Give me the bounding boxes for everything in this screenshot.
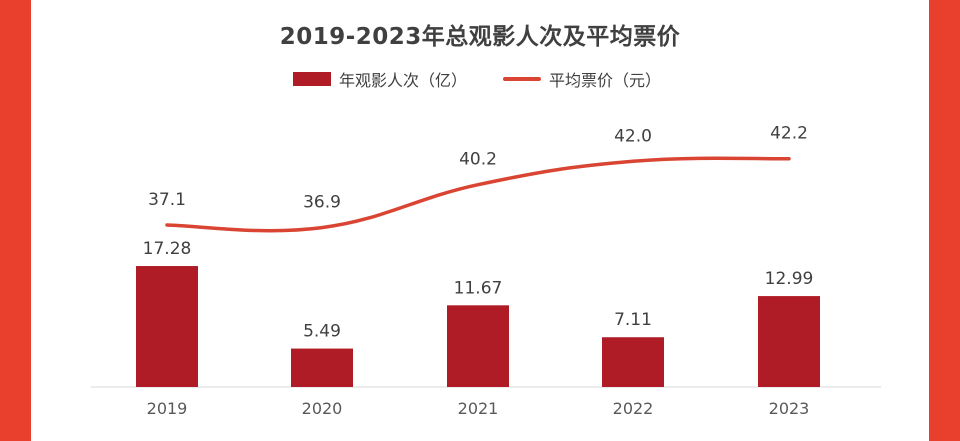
legend-swatch-line (503, 77, 541, 81)
chart-title: 2019-2023年总观影人次及平均票价 (279, 24, 681, 50)
legend-item-bar-series: 年观影人次（亿） (293, 67, 467, 91)
line-value-label-2023: 42.2 (770, 124, 808, 144)
x-tick-label-2022: 2022 (613, 399, 654, 418)
legend-label-bar-series: 年观影人次（亿） (339, 71, 468, 90)
bar-value-label-2022: 7.11 (614, 310, 652, 330)
bar-2019 (136, 266, 198, 387)
bar-2021 (447, 305, 509, 387)
legend-swatch-bar (293, 72, 331, 86)
x-tick-label-2023: 2023 (769, 399, 810, 418)
chart-frame: 2019-2023年总观影人次及平均票价 年观影人次（亿） 平均票价（元） 17… (31, 0, 929, 441)
bar-2022 (602, 337, 664, 387)
line-value-label-2021: 40.2 (459, 150, 497, 170)
x-tick-label-2021: 2021 (458, 399, 499, 418)
line-value-label-2022: 42.0 (614, 126, 652, 146)
bar-2023 (758, 296, 820, 387)
x-tick-label-2019: 2019 (147, 399, 188, 418)
bar-value-label-2020: 5.49 (303, 322, 341, 342)
legend-label-line-series: 平均票价（元） (549, 71, 662, 90)
bar-value-label-2021: 11.67 (454, 278, 503, 298)
legend-item-line-series: 平均票价（元） (503, 67, 661, 91)
chart-plot-area: 17.28 2019 5.49 2020 11.67 2021 7.11 2022 12.99 2… (91, 124, 881, 418)
bar-2020 (291, 348, 353, 387)
line-series-avg-ticket-price (165, 156, 791, 233)
x-tick-label-2020: 2020 (302, 399, 343, 418)
bar-value-label-2023: 12.99 (765, 269, 814, 289)
line-value-label-2020: 36.9 (303, 193, 341, 213)
line-value-label-2019: 37.1 (148, 190, 186, 210)
chart-legend: 年观影人次（亿） 平均票价（元） (31, 67, 929, 93)
bar-value-label-2019: 17.28 (143, 239, 192, 259)
